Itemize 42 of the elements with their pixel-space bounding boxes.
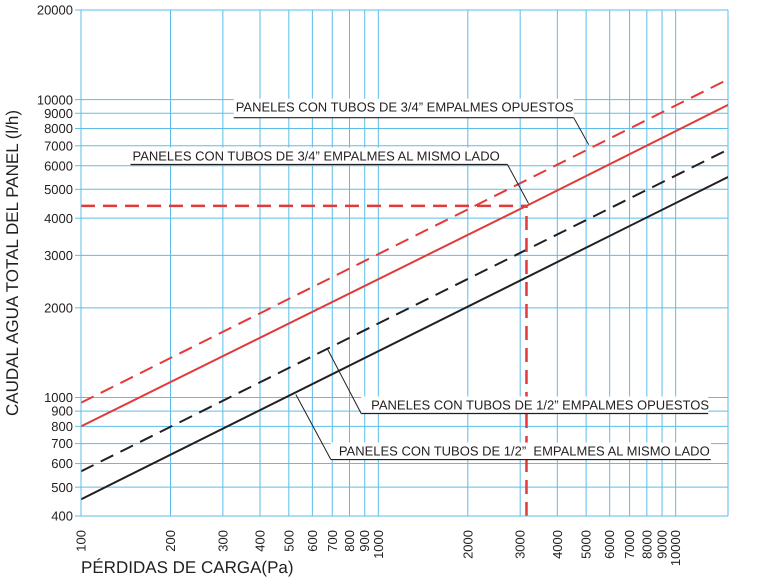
x-tick-label: 400 [252,530,268,552]
x-tick-label: 800 [342,530,358,552]
x-tick-label: 2000 [460,530,476,559]
y-tick-label: 3000 [44,248,73,263]
y-tick-label: 7000 [44,138,73,154]
x-tick-label: 4000 [550,530,565,559]
x-tick-label: 1000 [370,530,386,559]
y-tick-label: 4000 [44,210,73,226]
y-tick-label: 600 [51,456,73,472]
y-tick-label: 2000 [44,300,73,316]
y-tick-label: 8000 [44,121,73,136]
x-tick-label: 7000 [622,530,638,559]
y-tick-label: 500 [51,480,73,495]
annotation: PANELES CON TUBOS DE 3/4” EMPALMES AL MISMO LADO [132,148,500,164]
annotation: PANELES CON TUBOS DE 1/2” EMPALMES OPUESTOS [371,398,710,413]
x-tick-label: 700 [324,530,340,552]
y-axis-title: CAUDAL AGUA TOTAL DEL PANEL (l/h) [3,110,22,416]
x-tick-label: 200 [163,530,178,552]
annotation: PANELES CON TUBOS DE 3/4” EMPALMES OPUESTOS [236,100,574,115]
x-tick-label: 10000 [668,530,684,566]
y-tick-label: 6000 [44,158,73,174]
x-tick-label: 300 [215,530,230,552]
x-tick-label: 900 [357,530,372,552]
y-tick-label: 900 [51,404,73,419]
x-axis-title: PÉRDIDAS DE CARGA(Pa) [81,558,294,577]
y-tick-label: 9000 [44,106,73,121]
x-tick-label: 500 [281,530,296,552]
x-tick-label: 5000 [578,530,594,559]
y-tick-label: 5000 [44,182,73,197]
y-tick-label: 700 [51,436,73,452]
x-tick-label: 600 [304,530,320,552]
y-tick-label: 1000 [44,390,73,406]
x-tick-label: 6000 [602,530,618,559]
annotation: PANELES CON TUBOS DE 1/2” EMPALMES AL MISMO LADO [338,444,710,459]
x-tick-label: 100 [74,530,88,552]
y-tick-label: 400 [51,508,73,524]
y-tick-label: 20000 [36,2,73,18]
x-tick-label: 9000 [654,530,670,559]
y-tick-label: 800 [51,418,73,434]
x-tick-label: 3000 [512,530,528,559]
y-tick-label: 10000 [36,92,73,108]
x-tick-label: 8000 [639,530,654,559]
